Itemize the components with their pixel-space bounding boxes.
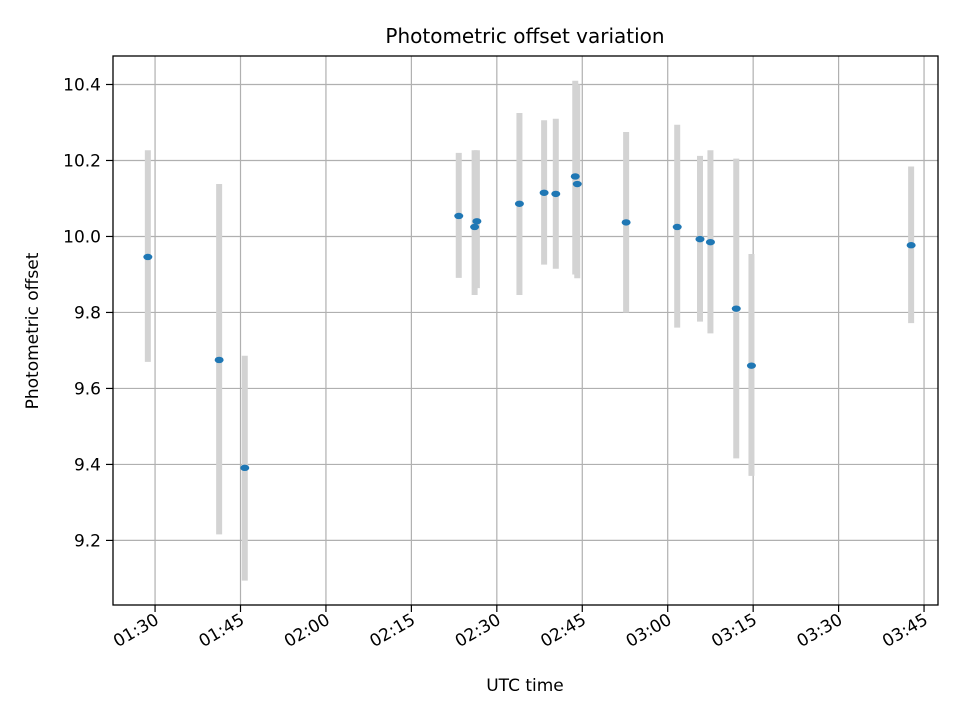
plot-frame [112,55,939,606]
data-point [472,218,482,225]
data-point [143,253,153,261]
y-axis-label: Photometric offset [23,252,43,409]
y-tick-label: 9.6 [74,379,101,399]
data-point [695,235,705,243]
data-points [143,173,916,472]
grid [113,56,938,605]
y-tick-label: 10.0 [63,227,101,247]
data-point [454,212,464,220]
y-tick-label: 9.4 [74,455,101,475]
x-axis-label: UTC time [486,676,564,696]
data-point [906,242,916,249]
data-point [731,305,741,312]
y-tick-label: 10.2 [63,151,101,171]
data-point [570,173,580,180]
chart-title: Photometric offset variation [385,24,664,48]
data-point [240,464,250,472]
data-point [572,180,582,188]
data-point [746,362,756,369]
y-tick-label: 9.8 [74,303,101,323]
data-point [621,219,631,226]
data-point [551,190,561,198]
data-point [672,223,682,231]
data-point [214,356,224,364]
y-tick-label: 10.4 [63,75,101,95]
y-axis: 9.2 9.4 9.6 9.8 10.0 10.2 10.4 [63,75,113,551]
data-point [705,238,715,246]
data-point [539,189,549,196]
y-tick-label: 9.2 [74,531,101,551]
data-point [470,223,480,231]
data-point [514,200,524,207]
